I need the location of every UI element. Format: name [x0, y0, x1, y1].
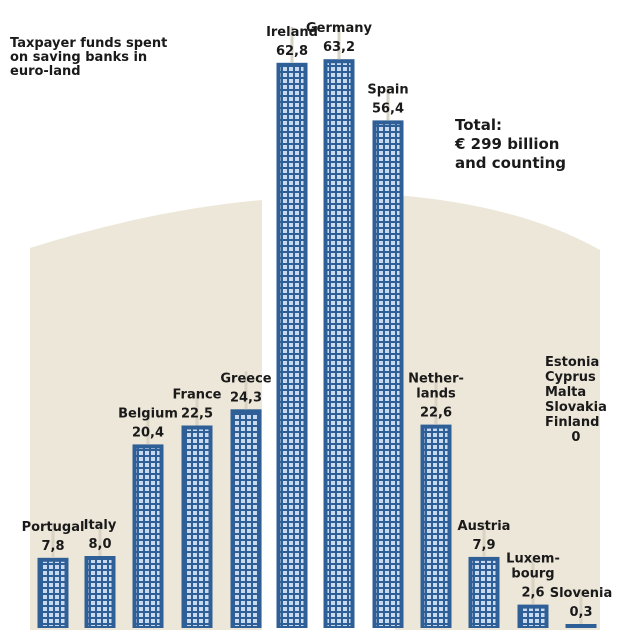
value-label: 20,4	[132, 425, 164, 440]
bar-windows	[185, 429, 209, 626]
total-annotation: Total: € 299 billion and counting	[455, 116, 566, 173]
zero-country: Slovakia	[545, 400, 607, 415]
category-label: Nether-	[408, 372, 464, 387]
background-shape	[30, 195, 600, 630]
value-label: 22,6	[420, 406, 452, 421]
value-label: 56,4	[372, 101, 404, 116]
zero-country: Malta	[545, 385, 587, 400]
bar-windows	[376, 124, 400, 627]
category-label: Italy	[84, 518, 117, 533]
zero-country: Estonia	[545, 355, 600, 370]
bar-windows	[327, 63, 351, 626]
bar-windows	[88, 560, 112, 626]
value-label: 62,8	[276, 44, 308, 59]
value-label: 24,3	[230, 390, 262, 405]
category-label: lands	[416, 387, 456, 402]
category-label: Ireland	[266, 25, 318, 40]
bar-windows	[472, 560, 496, 626]
zero-value-label: 0	[571, 430, 581, 445]
chart-title: Taxpayer funds spent on saving banks in …	[10, 36, 168, 79]
category-label: bourg	[511, 567, 554, 582]
zero-value-countries: Estonia Cyprus Malta Slovakia Finland 0	[545, 355, 607, 445]
category-label: Germany	[306, 21, 372, 36]
total-line-3: and counting	[455, 154, 567, 172]
bar-slovenia	[565, 624, 597, 628]
bar-windows	[136, 448, 160, 626]
category-label: France	[172, 388, 221, 403]
value-label: 2,6	[521, 586, 544, 601]
bar-windows	[280, 66, 304, 627]
total-line-2: € 299 billion	[455, 135, 560, 153]
value-label: 7,8	[41, 539, 64, 554]
bar-windows	[424, 428, 448, 626]
zero-country: Cyprus	[545, 370, 596, 385]
category-label: Spain	[367, 82, 408, 97]
value-label: 0,3	[569, 605, 592, 620]
value-label: 22,5	[181, 407, 213, 422]
bar-windows	[521, 608, 545, 626]
total-line-1: Total:	[455, 116, 502, 134]
category-label: Greece	[220, 371, 271, 386]
category-label: Slovenia	[550, 586, 613, 601]
category-label: Portugal	[22, 520, 85, 535]
value-label: 8,0	[88, 537, 111, 552]
category-label: Belgium	[118, 406, 178, 421]
category-label: Luxem-	[506, 552, 560, 567]
category-label: Austria	[458, 519, 511, 534]
bar-windows	[234, 413, 258, 626]
bars-layer	[37, 25, 597, 629]
zero-country: Finland	[545, 415, 600, 430]
value-label: 7,9	[472, 538, 495, 553]
bar-windows	[41, 561, 65, 626]
value-label: 63,2	[323, 40, 355, 55]
